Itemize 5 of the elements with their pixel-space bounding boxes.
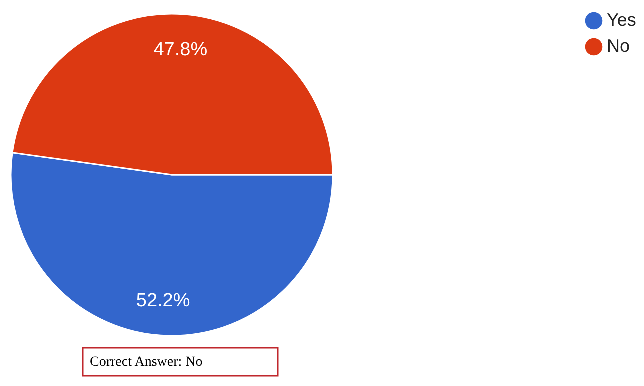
data-label: 47.8% <box>154 40 208 61</box>
legend-label: Yes <box>607 10 636 30</box>
data-label: 52.2% <box>136 290 190 312</box>
legend-label: No <box>607 36 630 56</box>
text: Correct Answer: No <box>90 355 203 370</box>
